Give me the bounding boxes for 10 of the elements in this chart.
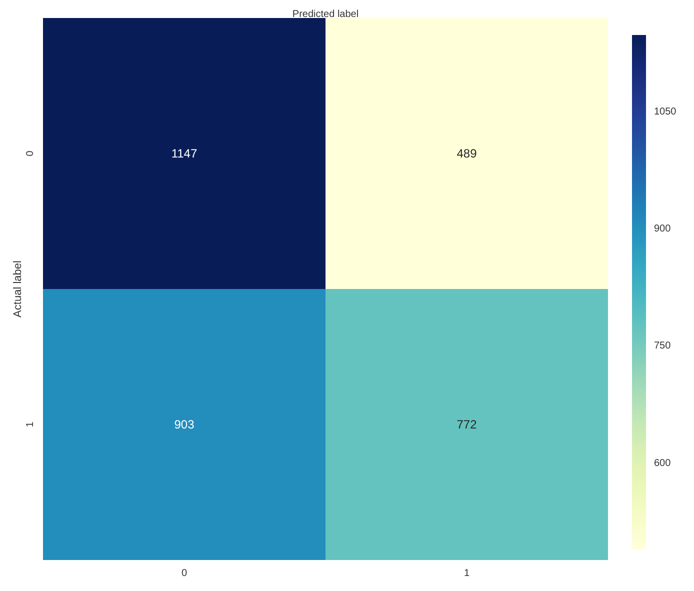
y-axis-title: Actual label [12,260,24,318]
x-axis-title: Predicted label [292,9,359,20]
color-bar-label: 900 [654,223,672,234]
data-label: 903 [174,418,195,432]
color-bar-label: 1050 [654,106,677,118]
color-bar-label: 750 [654,340,672,352]
data-label: 772 [456,418,478,432]
data-label: 489 [456,146,478,161]
data-label: 1147 [171,146,198,161]
color-bar-label: 600 [654,458,672,469]
